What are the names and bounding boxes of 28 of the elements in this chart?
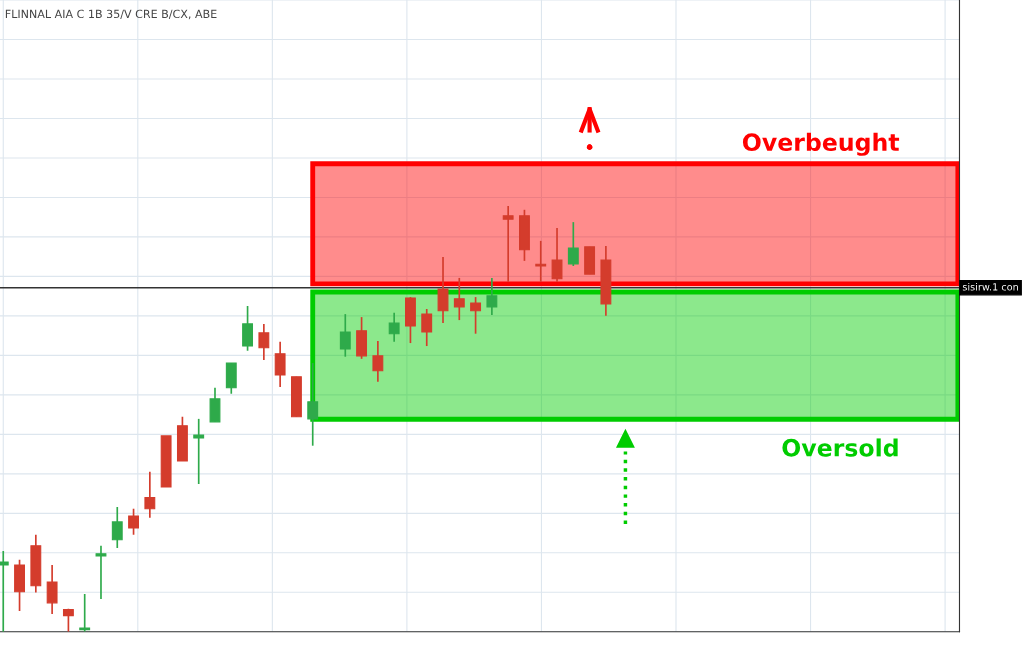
candlestick (193, 418, 205, 485)
candlestick (128, 507, 139, 536)
candlestick (274, 340, 286, 388)
candlestick (567, 221, 579, 267)
candlestick (95, 544, 107, 600)
band-label: Overbeught (742, 132, 900, 156)
ref-line-label: sisirw.1 con (962, 283, 1018, 291)
candlestick (242, 305, 254, 352)
candlestick (111, 506, 123, 549)
candlestick (209, 386, 221, 423)
candlestick (502, 205, 514, 283)
candlestick (144, 470, 156, 519)
candlestick (437, 256, 449, 324)
candlestick (388, 312, 400, 343)
candlestick (421, 308, 433, 347)
candlestick (551, 227, 563, 283)
candlestick (307, 362, 319, 447)
chart-title: FLINNAL AIA C 1B 35/V CRE B/CX, ABE (5, 9, 217, 20)
candlestick (372, 340, 384, 383)
candlestick (339, 313, 351, 358)
candlestick (486, 277, 498, 316)
candlestick (79, 593, 91, 632)
candlestick (470, 296, 482, 335)
candlestick (46, 564, 58, 615)
candlestick (535, 240, 547, 283)
candlestick (453, 277, 465, 321)
band-label: Oversold (782, 438, 898, 457)
candlestick (258, 323, 270, 361)
